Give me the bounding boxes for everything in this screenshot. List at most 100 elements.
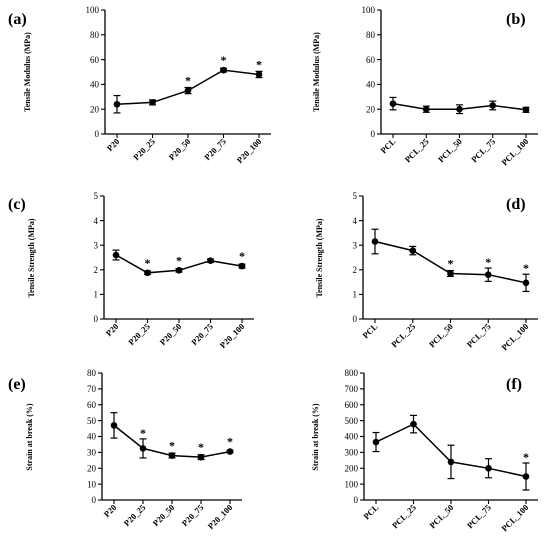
panel-b-x-tick-label: PCL_25	[403, 136, 431, 164]
panel-f-y-tick-label: 400	[345, 432, 359, 442]
panel-d-data-point	[409, 247, 417, 254]
panel-b-ylabel: Tensile Modulus (MPa)	[312, 32, 321, 112]
panel-e-data-point	[139, 445, 147, 452]
panel-e-x-tick-label: P20_100	[206, 502, 235, 531]
panel-f-y-tick-label: 600	[345, 400, 359, 410]
panel-b-data-point	[522, 106, 530, 114]
panel-d-x-tick-label: PCL_50	[427, 321, 455, 349]
panel-b-x-tick-label: PCL_100	[499, 136, 530, 167]
panel-d-x-tick-label: PCL_75	[465, 321, 493, 349]
panel-f-data-point	[372, 438, 380, 446]
panel-b-y-tick-label: 60	[366, 55, 376, 65]
panel-a-x-tick-label: P20_50	[167, 136, 193, 162]
panel-c-x-tick-label: P20_75	[189, 321, 215, 347]
panel-c-x-tick-label: P20_100	[218, 321, 247, 350]
panel-e-ylabel: Strain at break (%)	[25, 403, 34, 471]
panel-e-y-tick-label: 0	[92, 495, 97, 505]
panel-b-data-point	[389, 100, 397, 107]
panel-f-significance-star: *	[523, 450, 529, 464]
panel-e-significance-star: *	[227, 435, 233, 449]
panel-c-significance-star: *	[176, 253, 182, 267]
panel-f-x-tick-label: PCL	[361, 502, 380, 521]
panel-f-data-point	[447, 458, 455, 466]
panel-e-significance-star: *	[140, 426, 146, 440]
panel-c-x-tick-label: P20_50	[158, 321, 184, 347]
panel-f: (f) Strain at break (%) 0 100 200 300 400 500…	[311, 368, 538, 533]
panel-f-y-tick-label: 700	[345, 384, 359, 394]
panel-c-y-tick-label: 1	[94, 290, 99, 300]
panel-a-significance-star: *	[185, 74, 191, 88]
panel-e-significance-star: *	[169, 439, 175, 453]
panel-e-x-tick-label: P20_25	[122, 502, 148, 528]
panel-c-y-tick-label: 5	[94, 191, 99, 201]
panel-f-y-tick-label: 200	[345, 463, 359, 473]
panel-d-y-tick-label: 3	[353, 240, 358, 250]
panel-e-y-tick-label: 10	[87, 479, 97, 489]
panel-d-label: (d)	[506, 196, 526, 213]
panel-a-x-tick-label: P20_75	[202, 136, 228, 162]
panel-d-significance-star: *	[485, 255, 491, 269]
panel-d-data-point	[484, 271, 492, 279]
panel-c-y-tick-label: 2	[94, 265, 99, 275]
panel-f-y-tick-label: 800	[345, 368, 359, 378]
panel-a-significance-star: *	[221, 53, 227, 67]
panel-a-x-tick-label: P20	[105, 136, 122, 153]
panel-d-data-point	[522, 279, 530, 287]
panel-a-data-point	[184, 87, 192, 94]
panel-b-data-point	[489, 102, 497, 109]
panel-d-y-tick-label: 0	[353, 314, 358, 324]
panel-b-plot: 0 20 40 60 80 100 PCL PCL_25 PCL_50 PCL_75 PCL_100	[362, 5, 538, 167]
panel-c-x-tick-label: P20_25	[126, 321, 152, 347]
panel-a: (a) Tensile Modulus (MPa) 0 20 40 60 80 100 P2…	[8, 5, 271, 165]
panel-a-label: (a)	[8, 11, 27, 28]
panel-e-y-tick-label: 60	[87, 400, 97, 410]
panel-a-y-tick-label: 40	[90, 80, 100, 90]
panel-a-plot: 0 20 40 60 80 100 P20 P20_25 P20_50 P20_75 P20_100…	[86, 5, 271, 165]
panel-d-y-tick-label: 2	[353, 265, 358, 275]
panel-e-data-point	[226, 448, 234, 455]
panel-b-y-tick-label: 40	[366, 80, 376, 90]
panel-e-x-tick-label: P20	[102, 502, 119, 519]
panel-e-y-tick-label: 30	[87, 448, 97, 458]
panel-d-significance-star: *	[448, 256, 454, 270]
panel-c-data-point	[175, 266, 183, 274]
panel-b-x-tick-label: PCL_50	[436, 136, 464, 164]
panel-d-y-tick-label: 5	[353, 191, 358, 201]
panel-f-label: (f)	[506, 376, 522, 393]
panel-f-data-point	[410, 420, 417, 428]
panel-b-x-tick-label: PCL_75	[469, 136, 497, 164]
panel-e-label: (e)	[8, 376, 26, 393]
panel-f-y-tick-label: 300	[345, 448, 359, 458]
panel-f-y-tick-label: 0	[354, 495, 359, 505]
panel-b: (b) Tensile Modulus (MPa) 0 20 40 60 80 100 PC…	[312, 5, 538, 167]
panel-f-x-tick-label: PCL_100	[499, 502, 530, 533]
panel-e-y-tick-label: 70	[87, 384, 97, 394]
panel-c-significance-star: *	[145, 256, 151, 270]
panel-d: (d) Tensile Strength (MPa) 0 1 2 3 4 5 PCL PCL_…	[315, 191, 538, 352]
panel-c-data-point	[112, 251, 120, 259]
panel-f-x-tick-label: PCL_75	[465, 502, 493, 530]
panel-a-x-tick-label: P20_25	[131, 136, 157, 162]
panel-a-x-tick-label: P20_100	[235, 136, 264, 165]
panel-b-x-tick-label: PCL	[378, 136, 397, 155]
panel-e-y-tick-label: 80	[87, 368, 97, 378]
panel-c-data-point	[144, 269, 151, 277]
panel-e-data-point	[168, 452, 176, 459]
panel-c-x-tick-label: P20	[104, 321, 121, 338]
panel-d-x-tick-label: PCL	[360, 321, 379, 340]
panel-c-plot: 0 1 2 3 4 5 P20 P20_25 P20_50 P20_75 P20_100 * * *	[94, 191, 254, 350]
panel-a-y-tick-label: 100	[86, 5, 100, 15]
panel-d-data-point	[371, 238, 379, 245]
panel-b-y-tick-label: 0	[371, 129, 376, 139]
panel-e-y-tick-label: 50	[87, 416, 97, 426]
panel-d-data-point	[447, 270, 454, 277]
panel-f-x-tick-label: PCL_25	[390, 502, 418, 530]
panel-d-y-tick-label: 1	[353, 290, 358, 300]
panel-c: (c) Tensile Strength (MPa) 0 1 2 3 4 5 P20 P20_…	[8, 191, 254, 350]
panel-c-data-point	[238, 262, 246, 270]
panel-e-data-point	[197, 453, 205, 461]
panel-c-y-tick-label: 4	[94, 216, 99, 226]
panel-f-x-tick-label: PCL_50	[427, 502, 455, 530]
panel-b-label: (b)	[506, 11, 526, 28]
